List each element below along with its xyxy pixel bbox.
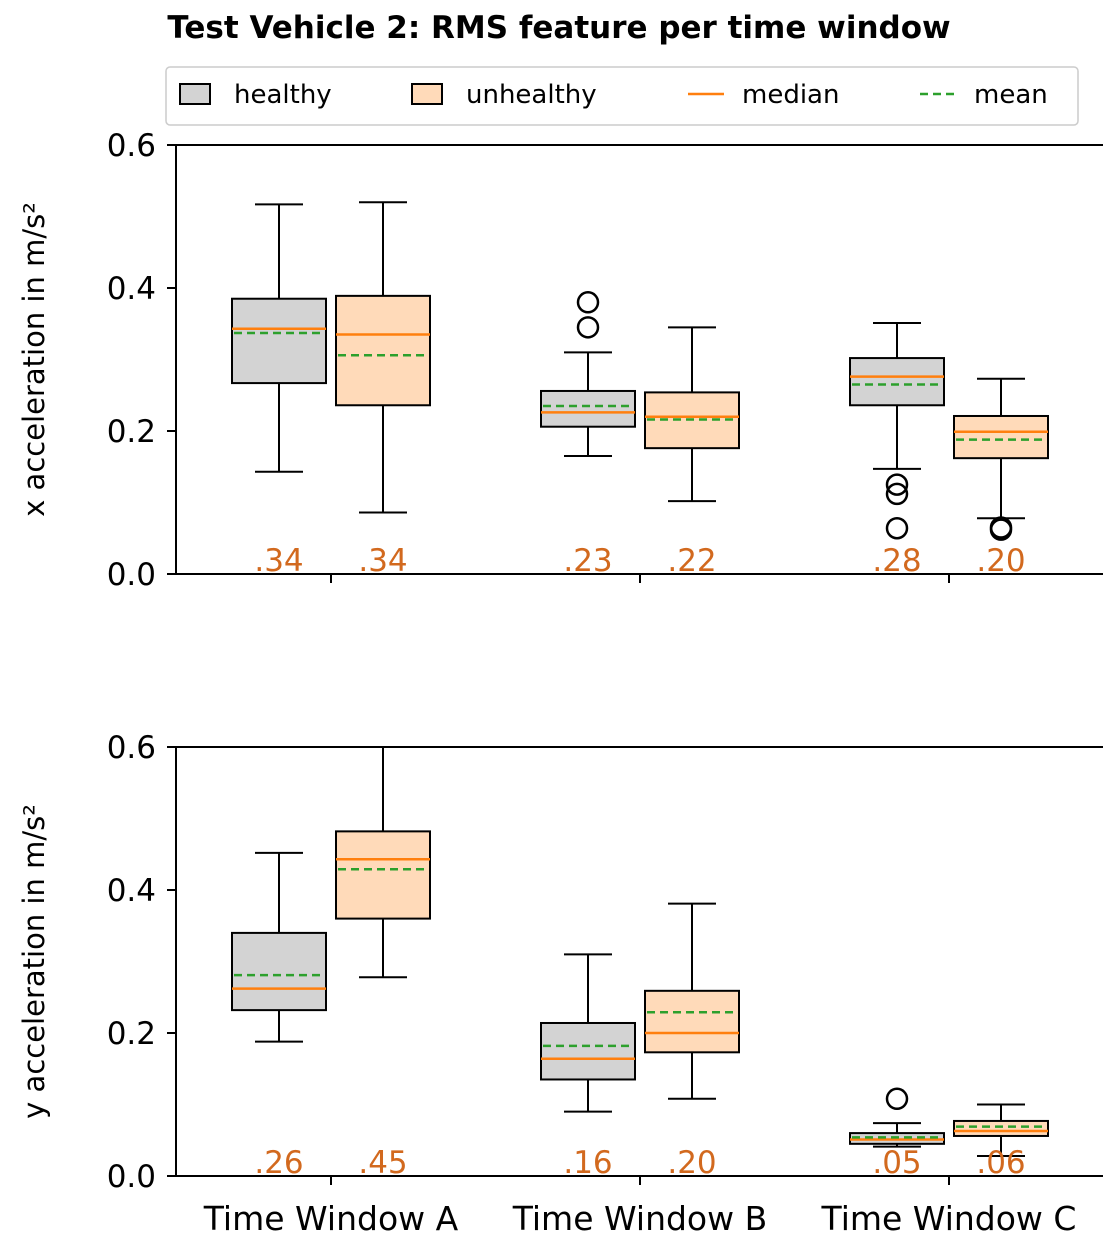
y-axis-label: y acceleration in m/s² xyxy=(17,804,51,1119)
y-tick-label: 0.2 xyxy=(107,414,156,450)
box-unhealthy-2 xyxy=(644,902,740,1100)
panel-2: 0.0 0.2 0.4 0.6 Time Window A Time Window B Ti… xyxy=(17,730,1103,1236)
median-annotation: .45 xyxy=(358,1145,407,1181)
y-tick-label: 0.2 xyxy=(107,1016,156,1052)
box-body xyxy=(953,414,1049,460)
median-annotation: .34 xyxy=(254,543,303,579)
outlier-point xyxy=(885,1087,909,1111)
y-tick-label: 0.4 xyxy=(107,271,156,307)
box-body xyxy=(540,389,636,428)
y-tick-label: 0.4 xyxy=(107,873,156,909)
box-healthy-3 xyxy=(849,1087,945,1148)
median-annotation: .20 xyxy=(976,543,1025,579)
box-healthy-1 xyxy=(231,203,327,473)
plot-panels: 0.0 0.2 0.4 0.6 x acceleration in m/s² .34 .34… xyxy=(17,128,1103,1236)
box-healthy-3 xyxy=(849,322,945,540)
legend-swatch-unhealthy xyxy=(411,83,443,105)
legend-swatch-healthy xyxy=(179,83,211,105)
box-unhealthy-1 xyxy=(335,201,431,514)
median-annotation: .28 xyxy=(872,543,921,579)
median-annotation: .20 xyxy=(667,1145,716,1181)
panel-1: 0.0 0.2 0.4 0.6 x acceleration in m/s² .34 .34… xyxy=(17,128,1103,593)
x-tick-label: Time Window B xyxy=(512,1199,768,1236)
legend-label-unhealthy: unhealthy xyxy=(466,80,597,110)
box-body xyxy=(849,357,945,407)
x-tick-label: Time Window C xyxy=(821,1199,1077,1236)
median-annotation: .05 xyxy=(872,1145,921,1181)
legend-label-mean: mean xyxy=(974,80,1048,110)
median-annotation: .06 xyxy=(976,1145,1025,1181)
box-healthy-2 xyxy=(540,953,636,1113)
box-body xyxy=(335,294,431,407)
outlier-point xyxy=(576,291,600,314)
outlier-point xyxy=(885,482,909,506)
box-body xyxy=(231,297,327,385)
box-body xyxy=(953,1119,1049,1137)
median-annotation: .34 xyxy=(358,543,407,579)
box-body xyxy=(231,931,327,1012)
outlier-point xyxy=(576,316,600,339)
outlier-point xyxy=(989,518,1013,541)
median-annotation: .22 xyxy=(667,543,716,579)
box-body xyxy=(540,1021,636,1081)
y-tick-label: 0.6 xyxy=(107,730,156,766)
outlier-point xyxy=(885,473,909,496)
box-healthy-2 xyxy=(540,291,636,458)
median-annotation: .23 xyxy=(563,543,612,579)
y-tick-label: 0.0 xyxy=(107,1159,156,1195)
legend-label-healthy: healthy xyxy=(234,80,332,110)
box-unhealthy-1 xyxy=(335,746,431,979)
y-tick-label: 0.0 xyxy=(107,557,156,593)
x-tick-label: Time Window A xyxy=(203,1199,459,1236)
median-annotation: .16 xyxy=(563,1145,612,1181)
legend: healthy unhealthy median mean xyxy=(165,66,1079,126)
y-axis-label: x acceleration in m/s² xyxy=(17,202,51,517)
box-unhealthy-2 xyxy=(644,326,740,503)
box-body xyxy=(644,989,740,1054)
box-unhealthy-3 xyxy=(953,1103,1049,1157)
box-healthy-1 xyxy=(231,851,327,1043)
legend-label-median: median xyxy=(742,80,839,110)
outlier-point xyxy=(885,516,909,540)
y-tick-label: 0.6 xyxy=(107,128,156,164)
box-body xyxy=(335,830,431,920)
chart-title: Test Vehicle 2: RMS feature per time win… xyxy=(167,10,950,46)
box-unhealthy-3 xyxy=(953,377,1049,541)
median-annotation: .26 xyxy=(254,1145,303,1181)
legend-frame xyxy=(165,66,1079,126)
